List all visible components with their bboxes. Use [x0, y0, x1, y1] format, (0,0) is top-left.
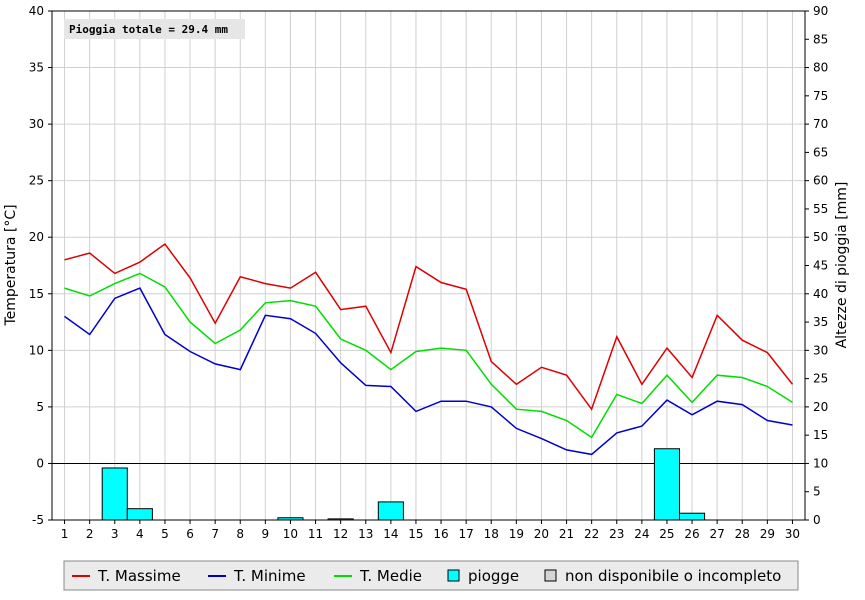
y-tick-label-right: 20: [813, 400, 828, 414]
y-tick-label-right: 90: [813, 4, 828, 18]
y-tick-label-left: 10: [29, 343, 44, 357]
series-line-t-minime: [64, 287, 793, 456]
x-tick-label: 1: [61, 527, 69, 541]
x-tick-label: 13: [358, 527, 373, 541]
y-tick-label-right: 5: [813, 485, 821, 499]
x-tick-label: 26: [684, 527, 699, 541]
x-tick-label: 3: [111, 527, 119, 541]
legend-label: T. Medie: [359, 567, 422, 585]
y-tick-label-right: 75: [813, 89, 828, 103]
y-tick-label-right: 35: [813, 315, 828, 329]
rain-bar: [101, 467, 128, 521]
x-tick-label: 27: [710, 527, 725, 541]
y-tick-label-right: 55: [813, 202, 828, 216]
temperature-lines: [64, 242, 794, 456]
x-tick-label: 8: [236, 527, 244, 541]
y-tick-label-left: 25: [29, 174, 44, 188]
rain-bar: [653, 448, 681, 521]
x-tick-label: 30: [785, 527, 800, 541]
x-tick-label: 9: [262, 527, 270, 541]
legend-frame: [63, 560, 799, 591]
x-tick-label: 4: [136, 527, 144, 541]
y-tick-label-right: 80: [813, 61, 828, 75]
x-tick-label: 2: [86, 527, 94, 541]
y-tick-label-right: 0: [813, 513, 821, 527]
y-tick-label-left: 5: [36, 400, 44, 414]
y-tick-label-right: 85: [813, 32, 828, 46]
legend-label: non disponibile o incompleto: [565, 567, 781, 585]
rain-bar: [126, 508, 153, 521]
y-tick-label-right: 30: [813, 343, 828, 357]
x-tick-label: 21: [559, 527, 574, 541]
x-tick-label: 23: [609, 527, 624, 541]
y-axis-title-left: Temperatura [°C]: [3, 204, 19, 326]
legend: T. Massime T. Minime T. Medie piogge non dis…: [63, 560, 799, 591]
y-tick-label-right: 40: [813, 287, 828, 301]
grid: [52, 10, 805, 521]
rain-bar: [377, 501, 404, 521]
x-tick-label: 25: [659, 527, 674, 541]
rain-bars: [101, 448, 706, 521]
x-tick-label: 22: [584, 527, 599, 541]
x-tick-label: 19: [509, 527, 524, 541]
y-tick-label-right: 15: [813, 428, 828, 442]
x-tick-label: 17: [459, 527, 474, 541]
y-tick-label-right: 45: [813, 259, 828, 273]
y-tick-label-right: 60: [813, 174, 828, 188]
y-tick-label-right: 70: [813, 117, 828, 131]
y-tick-label-left: 30: [29, 117, 44, 131]
x-tick-label: 18: [484, 527, 499, 541]
y-tick-label-left: 0: [36, 456, 44, 470]
x-tick-label: 28: [735, 527, 750, 541]
legend-swatch: [447, 569, 460, 582]
y-ticks-right: 0 5 10 15 20 25 30 35 40 45 50 55 60 65 70 75 80 85 90: [805, 4, 828, 527]
y-tick-label-right: 65: [813, 145, 828, 159]
y-tick-label-left: 35: [29, 61, 44, 75]
x-tick-label: 11: [308, 527, 323, 541]
y-tick-label-left: 15: [29, 287, 44, 301]
x-tick-label: 14: [383, 527, 398, 541]
rain-total-annotation: Pioggia totale = 29.4 mm: [69, 23, 228, 36]
y-tick-label-left: 20: [29, 230, 44, 244]
series-line-t-medie: [64, 272, 793, 439]
x-tick-label: 5: [161, 527, 169, 541]
y-ticks-left: -5 0 5 10 15 20 25 30 35 40: [29, 4, 52, 527]
y-tick-label-right: 50: [813, 230, 828, 244]
x-tick-label: 12: [333, 527, 348, 541]
series-line-t-massime: [64, 242, 794, 411]
legend-label: T. Massime: [97, 567, 181, 585]
x-ticks: 1 2 3 4 5 6 7 8 9 10 11 12 13 14 15 16 17 18 19 20 21 22 23 24 2…: [61, 520, 800, 541]
y-tick-label-left: 40: [29, 4, 44, 18]
y-axis-title-right: Altezze di pioggia [mm]: [834, 182, 850, 349]
legend-label: piogge: [468, 567, 519, 585]
x-tick-label: 20: [534, 527, 549, 541]
y-tick-label-right: 10: [813, 456, 828, 470]
legend-label: T. Minime: [233, 567, 306, 585]
x-tick-label: 10: [283, 527, 298, 541]
x-tick-label: 16: [433, 527, 448, 541]
rain-bar: [679, 512, 706, 521]
legend-swatch: [544, 569, 557, 582]
x-tick-label: 24: [634, 527, 649, 541]
y-tick-label-left: -5: [32, 513, 44, 527]
x-tick-label: 29: [760, 527, 775, 541]
x-tick-label: 6: [186, 527, 194, 541]
x-tick-label: 7: [211, 527, 219, 541]
x-tick-label: 15: [408, 527, 423, 541]
annotation-box: Pioggia totale = 29.4 mm: [64, 19, 245, 39]
y-tick-label-right: 25: [813, 372, 828, 386]
